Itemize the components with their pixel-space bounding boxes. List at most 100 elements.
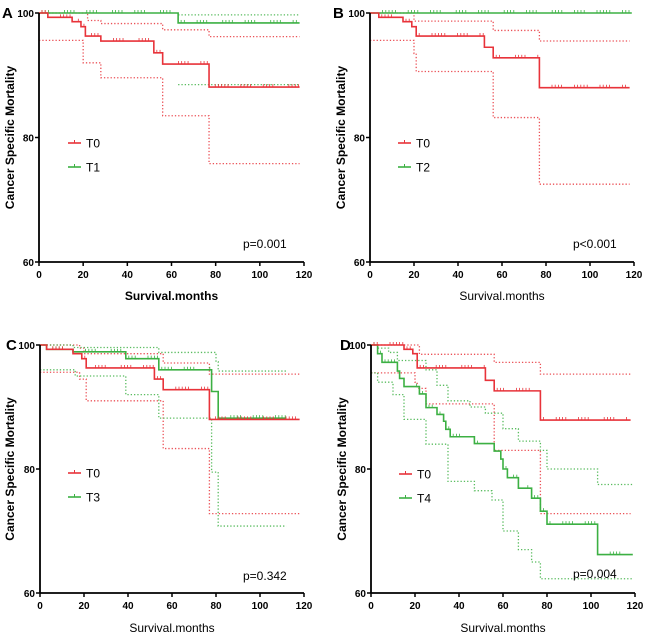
censor-marks-t2	[382, 10, 630, 13]
ci-band-t0-upper	[371, 344, 631, 375]
panel-a: 0 20 40 60 80 100 120 60 80 100 Cancer Specific Mo…	[2, 5, 313, 303]
y-tick-label: 100	[349, 341, 366, 352]
x-tick-label: 120	[626, 270, 643, 281]
x-axis-title: Survival.months	[129, 621, 214, 635]
x-tick-label: 20	[78, 270, 90, 281]
y-tick-label: 60	[355, 589, 367, 600]
ci-band-t3-lower	[40, 369, 287, 527]
km-curve-t0	[39, 12, 300, 88]
x-tick-label: 60	[496, 270, 508, 281]
km-curve-t1	[39, 12, 300, 24]
x-tick-label: 100	[251, 270, 268, 281]
y-tick-label: 100	[17, 9, 34, 20]
legend-label: T0	[416, 137, 430, 151]
legend-label: T0	[86, 467, 100, 481]
y-axis-title: Cancer Specific Mortality	[3, 397, 17, 541]
ci-band-t0-lower	[371, 372, 631, 515]
panel-d: 0 20 40 60 80 100 120 60 80 100 Cancer Specific Mo…	[335, 337, 644, 635]
ci-band-t0-lower	[370, 39, 630, 185]
ci-band-t0-upper	[370, 12, 630, 42]
p-value-annotation: p=0.342	[243, 569, 287, 583]
ci-band-t4-upper	[371, 344, 633, 486]
y-axis-title: Cancer Specific Mortality	[3, 65, 17, 209]
legend-item-t2: T2	[398, 161, 430, 175]
y-tick-label: 100	[348, 9, 365, 20]
x-tick-label: 20	[408, 270, 420, 281]
y-tick-label: 80	[24, 465, 36, 476]
x-axis-title: Survival.months	[460, 621, 545, 635]
y-tick-label: 60	[354, 258, 366, 269]
x-tick-label: 20	[78, 601, 90, 612]
legend-item-t0: T0	[68, 137, 100, 151]
y-tick-label: 80	[23, 134, 35, 145]
x-tick-label: 120	[627, 601, 644, 612]
y-tick-label: 100	[18, 341, 35, 352]
y-axis-title: Cancer Specific Mortality	[334, 65, 348, 209]
panel-letter: D	[340, 337, 351, 354]
legend-label: T1	[86, 161, 100, 175]
x-axis-title: Survival.months	[125, 289, 219, 303]
ci-band-t0-lower	[40, 371, 300, 515]
panel-letter: C	[6, 337, 17, 354]
y-tick-label: 60	[24, 589, 36, 600]
x-tick-label: 80	[540, 270, 552, 281]
x-tick-label: 0	[368, 601, 374, 612]
km-curve-t0	[371, 344, 631, 421]
x-tick-label: 120	[296, 601, 313, 612]
x-tick-label: 100	[582, 270, 599, 281]
ci-band-t0-upper	[39, 12, 300, 38]
censor-marks-t1	[41, 10, 297, 23]
legend-item-t1: T1	[68, 161, 100, 175]
panel-letter: B	[333, 5, 344, 22]
legend-item-t0: T0	[68, 467, 100, 481]
x-tick-label: 60	[166, 601, 178, 612]
panel-c: 0 20 40 60 80 100 120 60 80 100 Cancer Specific Mo…	[3, 337, 313, 635]
ci-band-t3-upper	[40, 344, 287, 372]
legend-item-t0: T0	[399, 468, 431, 482]
x-tick-label: 100	[252, 601, 269, 612]
x-axis-title: Survival.months	[459, 289, 544, 303]
panel-letter: A	[2, 5, 13, 22]
ci-band-t0-upper	[40, 344, 300, 375]
x-tick-label: 40	[452, 270, 464, 281]
x-tick-label: 60	[497, 601, 509, 612]
x-tick-label: 120	[296, 270, 313, 281]
x-tick-label: 80	[210, 601, 222, 612]
x-tick-label: 0	[36, 270, 42, 281]
p-value-annotation: p<0.001	[573, 237, 617, 251]
censor-marks-t0	[41, 10, 299, 88]
panel-b: 0 20 40 60 80 100 120 60 80 100 Cancer Specific Mo…	[333, 5, 643, 303]
x-tick-label: 80	[541, 601, 553, 612]
p-value-annotation: p=0.001	[243, 237, 287, 251]
legend-label: T4	[417, 492, 431, 506]
x-tick-label: 100	[583, 601, 600, 612]
censor-marks-t0	[373, 342, 627, 421]
x-tick-label: 40	[122, 270, 134, 281]
y-axis-title: Cancer Specific Mortality	[335, 397, 349, 541]
legend-item-t0: T0	[398, 137, 430, 151]
km-curve-t4	[371, 344, 633, 556]
legend-label: T3	[86, 491, 100, 505]
x-tick-label: 0	[37, 601, 43, 612]
y-tick-label: 80	[354, 134, 366, 145]
x-tick-label: 0	[367, 270, 373, 281]
km-curve-t0	[370, 12, 630, 89]
y-tick-label: 80	[355, 465, 367, 476]
x-tick-label: 40	[453, 601, 465, 612]
x-tick-label: 60	[166, 270, 178, 281]
legend-item-t4: T4	[399, 492, 431, 506]
legend-label: T0	[417, 468, 431, 482]
legend-label: T2	[416, 161, 430, 175]
ci-band-t0-lower	[39, 39, 300, 165]
legend-label: T0	[86, 137, 100, 151]
legend-item-t3: T3	[68, 491, 100, 505]
censor-marks-t0	[381, 14, 626, 88]
x-tick-label: 40	[122, 601, 134, 612]
km-curve-t0	[40, 344, 300, 421]
p-value-annotation: p=0.004	[573, 567, 617, 581]
ci-band-t4-lower	[371, 372, 633, 580]
censor-marks-t0	[52, 346, 297, 420]
censor-marks-t3	[52, 346, 286, 419]
x-tick-label: 20	[409, 601, 421, 612]
